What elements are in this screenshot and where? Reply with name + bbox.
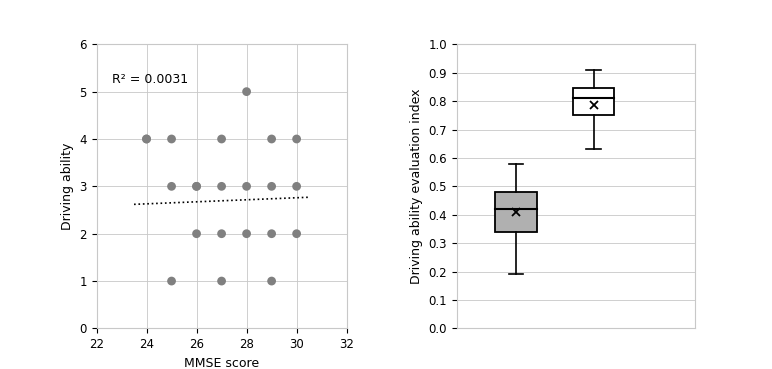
Point <box>240 183 252 189</box>
Point <box>215 136 228 142</box>
Point <box>215 278 228 284</box>
Point <box>266 183 278 189</box>
Point <box>191 231 203 237</box>
Point <box>240 89 252 94</box>
Point <box>165 136 178 142</box>
X-axis label: MMSE score: MMSE score <box>184 357 259 369</box>
Point <box>141 136 153 142</box>
Y-axis label: Driving ability: Driving ability <box>61 143 73 230</box>
Point <box>240 231 252 237</box>
Point <box>191 183 203 189</box>
Y-axis label: Driving ability evaluation index: Driving ability evaluation index <box>410 89 422 284</box>
Point <box>215 183 228 189</box>
Point <box>266 278 278 284</box>
Point <box>165 183 178 189</box>
Text: R² = 0.0031: R² = 0.0031 <box>111 73 188 86</box>
Point <box>165 278 178 284</box>
Point <box>266 136 278 142</box>
Point <box>215 231 228 237</box>
Point <box>266 231 278 237</box>
Point <box>290 183 303 189</box>
Point <box>290 231 303 237</box>
Point <box>191 183 203 189</box>
Point <box>141 136 153 142</box>
Bar <box>573 88 615 115</box>
Bar <box>496 192 537 232</box>
Point <box>290 136 303 142</box>
